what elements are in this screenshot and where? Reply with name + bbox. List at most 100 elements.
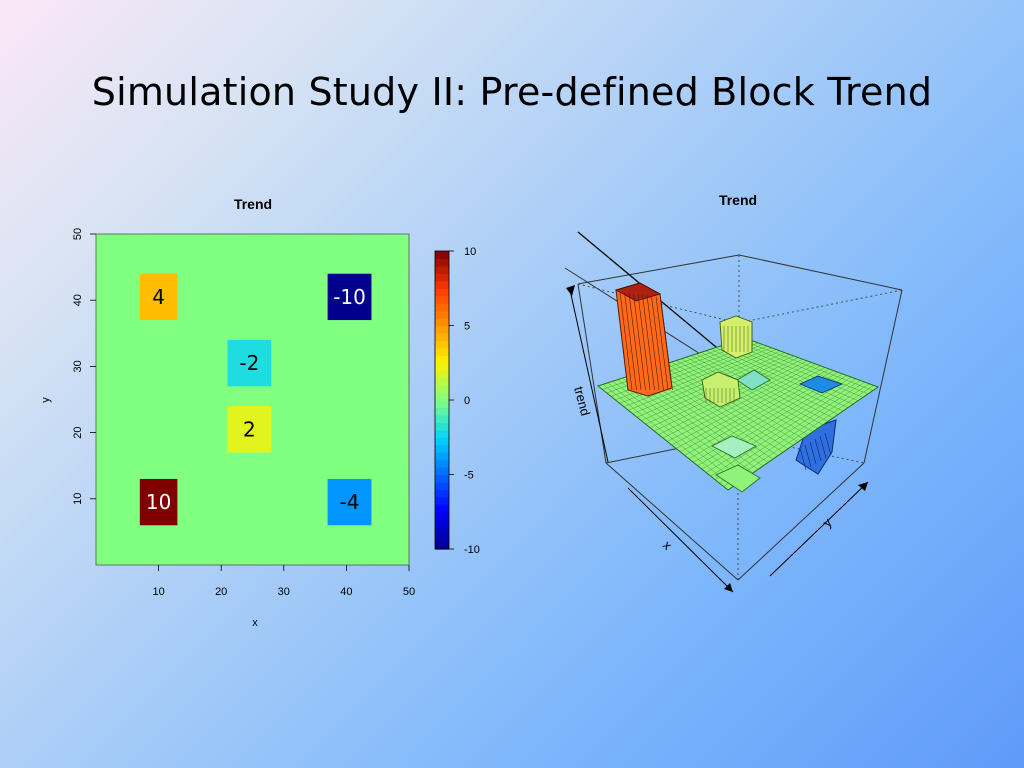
x-axis-label-3d: x xyxy=(660,538,676,554)
block-label: -2 xyxy=(239,351,259,375)
box-edge xyxy=(577,254,740,285)
surface-mesh-line xyxy=(637,294,651,391)
y-tick-label: 30 xyxy=(72,360,84,372)
surface-block xyxy=(701,371,741,408)
colorbar-segment xyxy=(435,541,449,550)
block-label: 10 xyxy=(146,490,171,514)
x-axis-arrow xyxy=(627,487,734,593)
colorbar-segment xyxy=(435,280,449,289)
heatmap-block xyxy=(327,478,372,526)
colorbar-segment xyxy=(435,534,449,543)
colorbar-segment xyxy=(435,340,449,349)
colorbar-segment xyxy=(435,251,449,260)
surface-mesh-line xyxy=(655,296,669,391)
chart-title: Trend xyxy=(234,196,272,212)
colorbar-segment xyxy=(435,295,449,304)
heatmap-block xyxy=(227,339,272,387)
colorbar-segment xyxy=(435,407,449,416)
x-axis-arrowhead xyxy=(724,583,733,592)
surface-mesh-line xyxy=(706,378,856,473)
colorbar-segment xyxy=(435,385,449,394)
surface-mesh-line xyxy=(633,293,646,391)
colorbar-tick-label: -10 xyxy=(464,544,480,556)
colorbar-segment xyxy=(435,414,449,423)
colorbar-tick-label: 10 xyxy=(464,246,476,258)
y-axis-arrowhead xyxy=(858,482,868,491)
colorbar-segment xyxy=(435,258,449,267)
box-edge xyxy=(605,462,739,581)
surface-mesh-line xyxy=(799,447,807,471)
colorbar-segment xyxy=(435,444,449,453)
slide-title: Simulation Study II: Pre-defined Block T… xyxy=(91,70,933,114)
x-tick-label: 10 xyxy=(152,586,164,598)
colorbar-segment xyxy=(435,355,449,364)
colorbar-segment xyxy=(435,526,449,535)
block-label: 2 xyxy=(243,417,256,441)
surface-mesh-line xyxy=(809,441,817,465)
colorbar-segment xyxy=(435,370,449,379)
colorbar-segment xyxy=(435,422,449,431)
colorbar-segment xyxy=(435,519,449,528)
surface-ridge xyxy=(715,464,761,493)
surface-mesh-line xyxy=(735,341,869,395)
colorbar-segment xyxy=(435,511,449,520)
colorbar-segment xyxy=(435,467,449,476)
x-tick-label: 40 xyxy=(340,586,352,598)
y-axis-arrow xyxy=(769,481,869,577)
heatmap-block xyxy=(327,273,372,321)
box-edge xyxy=(863,289,903,464)
colorbar-segment xyxy=(435,377,449,386)
surface-plot: trend x y xyxy=(564,231,903,593)
surface-mesh-line xyxy=(660,297,673,391)
surface-mesh-line xyxy=(719,383,870,484)
y-axis-label-3d: y xyxy=(820,515,836,531)
colorbar-segment xyxy=(435,489,449,498)
colorbar-tick-label: 5 xyxy=(464,321,470,333)
colorbar-segment xyxy=(435,288,449,297)
surface-mesh-line xyxy=(642,294,655,391)
colorbar-segment xyxy=(435,362,449,371)
surface-title: Trend xyxy=(719,192,757,208)
colorbar-segment xyxy=(435,332,449,341)
z-axis-arrowhead xyxy=(566,285,575,296)
colorbar-segment xyxy=(435,392,449,401)
surface-mesh-line xyxy=(710,380,861,477)
colorbar-segment xyxy=(435,504,449,513)
y-tick-label: 50 xyxy=(72,228,84,240)
y-tick-label: 10 xyxy=(72,493,84,505)
surface-mesh-line xyxy=(624,292,637,391)
surface-mesh-line xyxy=(814,438,822,462)
surface-mesh-line xyxy=(804,444,812,468)
z-axis-label: trend xyxy=(571,385,593,418)
box-edge-hidden xyxy=(737,289,903,324)
colorbar-segment xyxy=(435,437,449,446)
block-label: -10 xyxy=(333,285,366,309)
heatmap-block xyxy=(139,273,178,321)
colorbar-segment xyxy=(435,325,449,334)
colorbar-segment xyxy=(435,452,449,461)
x-tick-label: 50 xyxy=(403,586,415,598)
surface-mesh-line xyxy=(628,293,642,391)
surface-mesh-line xyxy=(646,295,660,391)
x-tick-label: 20 xyxy=(215,586,227,598)
box-edge xyxy=(738,254,903,291)
heatmap-block xyxy=(227,406,272,453)
colorbar-segment xyxy=(435,474,449,483)
heatmap-block xyxy=(139,478,178,526)
surface-mesh-line xyxy=(740,339,874,391)
colorbar-segment xyxy=(435,429,449,438)
colorbar-segment xyxy=(435,265,449,274)
surface-mesh-line xyxy=(819,435,827,459)
block-label: -4 xyxy=(340,490,360,514)
surface-dip xyxy=(711,435,757,459)
surface-mesh-line xyxy=(723,385,874,487)
box-edge xyxy=(737,462,865,581)
surface-mesh-line xyxy=(651,296,664,391)
colorbar-segment xyxy=(435,400,449,409)
surface-mesh-line xyxy=(714,381,865,480)
x-axis-label: x xyxy=(252,617,258,629)
colorbar-tick-label: 0 xyxy=(464,395,470,407)
x-tick-label: 30 xyxy=(278,586,290,598)
